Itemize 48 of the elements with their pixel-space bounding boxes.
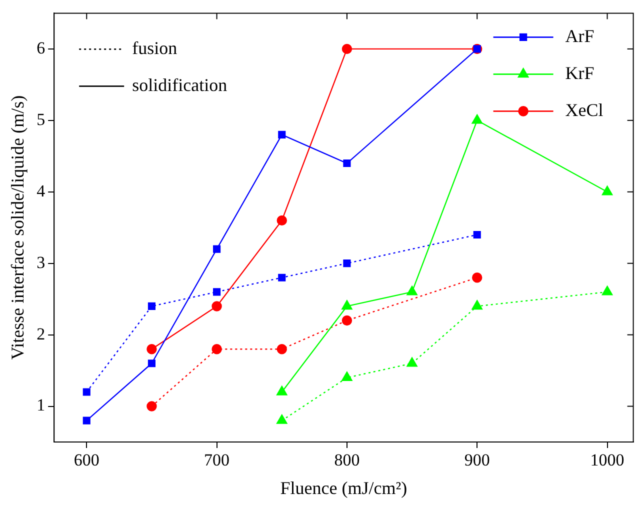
legend-label: ArF xyxy=(565,26,594,46)
y-tick-label: 5 xyxy=(36,110,46,129)
point xyxy=(278,274,286,282)
y-axis-title: Vitesse interface solide/liquide (m/s) xyxy=(8,95,28,360)
point xyxy=(212,344,222,354)
x-tick-label: 700 xyxy=(204,450,230,470)
y-tick-label: 1 xyxy=(36,396,46,415)
point xyxy=(146,401,157,412)
x-tick-label: 600 xyxy=(74,450,100,470)
point xyxy=(602,186,613,196)
point xyxy=(406,286,418,296)
y-tick-label: 3 xyxy=(36,252,46,272)
annotation: fusion xyxy=(132,38,178,58)
x-tick-label: 800 xyxy=(334,450,360,470)
x-tick-label: 900 xyxy=(464,450,490,470)
point xyxy=(276,344,287,354)
point xyxy=(342,315,352,326)
point xyxy=(148,360,156,368)
point xyxy=(602,286,613,296)
point xyxy=(276,386,288,396)
point xyxy=(472,300,482,310)
legend-label: XeCl xyxy=(565,100,604,120)
point xyxy=(343,260,351,268)
legend-label: KrF xyxy=(565,62,594,83)
y-tick-label: 6 xyxy=(36,38,46,58)
point xyxy=(342,44,352,54)
point xyxy=(148,302,156,310)
point xyxy=(473,230,481,239)
point xyxy=(278,130,286,138)
point xyxy=(276,215,287,226)
point xyxy=(82,388,90,396)
point xyxy=(342,372,352,382)
point xyxy=(343,160,351,168)
point xyxy=(472,272,482,283)
point xyxy=(472,114,482,124)
point xyxy=(276,414,288,424)
point xyxy=(82,416,90,424)
point xyxy=(146,344,157,354)
point xyxy=(213,245,221,253)
point xyxy=(406,357,418,367)
point xyxy=(212,301,222,312)
y-tick-label: 4 xyxy=(36,181,46,200)
point xyxy=(342,300,352,310)
x-tick-label: 1000 xyxy=(590,450,624,470)
annotation: solidification xyxy=(132,74,228,95)
x-axis-title: Fluence (mJ/cm²) xyxy=(280,478,408,498)
point xyxy=(213,288,221,296)
y-tick-label: 2 xyxy=(36,324,46,344)
